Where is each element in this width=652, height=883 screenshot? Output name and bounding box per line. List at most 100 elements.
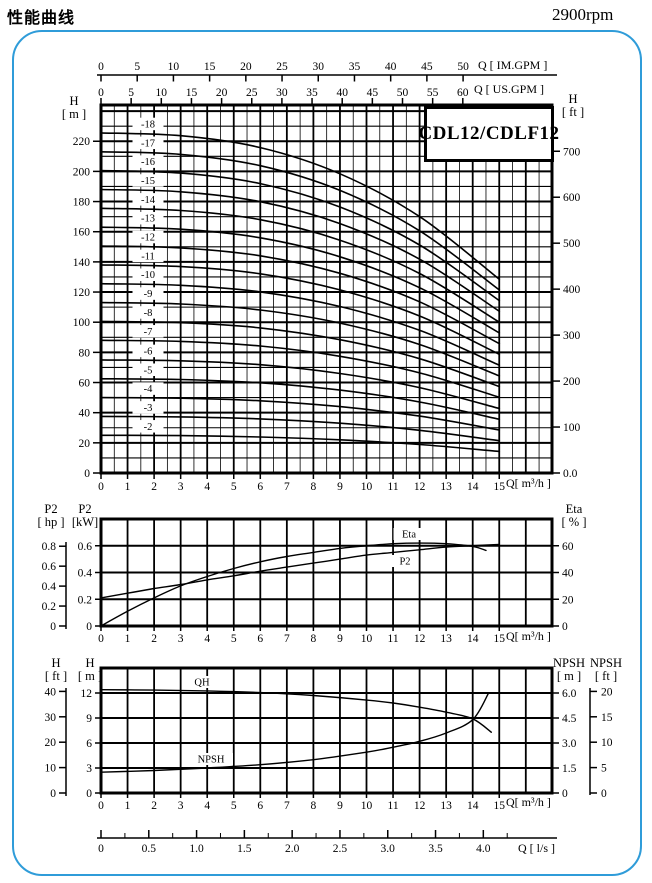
tick-label: 8 [311, 481, 317, 493]
curve-label-box [132, 230, 164, 244]
curve-label-box [132, 401, 164, 414]
tick-label: 15 [494, 481, 506, 493]
tick-label: 500 [563, 238, 581, 250]
head-curves [100, 132, 501, 453]
tick-label: -16 [141, 157, 155, 168]
tick-label: 0 [98, 481, 104, 493]
tick-label: 15 [204, 61, 216, 73]
tick-label: 5 [231, 481, 237, 493]
tick-label: 2 [151, 633, 157, 645]
tick-label: -14 [141, 195, 156, 206]
tick-label: 700 [563, 146, 581, 158]
tick-label: 2.0 [285, 843, 300, 855]
tick-label: 12 [81, 688, 93, 700]
tick-label: 15 [494, 800, 506, 812]
tick-label: 12 [414, 633, 426, 645]
p2-curve [100, 543, 500, 599]
tick-label: 300 [563, 330, 581, 342]
tick-label: 0 [50, 788, 56, 800]
page-title: 性能曲线 [7, 10, 76, 27]
head-curve-minus-10 [100, 282, 501, 366]
tick-label: 5 [134, 61, 140, 73]
tick-label: 100 [563, 422, 581, 434]
q-m3h-unit-label-power: Q[ m³/h ] [506, 629, 551, 643]
curve-label-box [132, 136, 164, 150]
curve-label-box [132, 306, 164, 319]
tick-label: 600 [563, 192, 581, 204]
tick-label: 3 [178, 481, 184, 493]
tick-label: 25 [276, 61, 288, 73]
tick-label: 10 [361, 481, 373, 493]
head-curve-minus-12 [100, 245, 501, 345]
tick-label: 0 [98, 843, 104, 855]
tick-label: 400 [563, 284, 581, 296]
tick-label: -6 [144, 346, 153, 357]
tick-label: 6 [257, 800, 263, 812]
tick-label: 11 [388, 800, 399, 812]
tick-label: 9 [337, 481, 343, 493]
tick-label: 60 [562, 541, 574, 553]
tick-label: -18 [141, 119, 155, 130]
tick-label: 40 [79, 408, 91, 420]
tick-label: 20 [216, 87, 228, 99]
tick-label: 9 [337, 800, 343, 812]
power-hp-header: P2[ hp ] [37, 502, 65, 529]
curve-label-box [132, 363, 164, 376]
head-curve-minus-17 [100, 151, 501, 291]
tick-label: 1.5 [237, 843, 252, 855]
tick-label: 2.5 [333, 843, 348, 855]
head-curve-minus-7 [100, 339, 501, 399]
tick-label: NPSH [198, 755, 225, 766]
tick-label: 1.0 [189, 843, 204, 855]
tick-label: 14 [467, 800, 479, 812]
qh-curve [100, 689, 492, 733]
tick-label: 4.5 [562, 713, 577, 725]
tick-label: 0 [50, 621, 56, 633]
tick-label: 50 [397, 87, 409, 99]
tick-label: 5 [601, 763, 607, 775]
tick-label: 60 [457, 87, 469, 99]
tick-label: 40 [385, 61, 397, 73]
head-curve-minus-3 [100, 415, 501, 442]
tick-label: 6 [86, 738, 92, 750]
main-h-ft-header: H[ ft ] [561, 92, 585, 119]
curve-label-box [132, 155, 164, 168]
tick-label: 4 [204, 800, 210, 812]
tick-label: 10 [168, 61, 180, 73]
tick-label: P2 [399, 557, 410, 568]
tick-label: 20 [562, 594, 574, 606]
tick-label: 20 [45, 737, 57, 749]
tick-label: -17 [141, 138, 155, 149]
tick-label: 3 [178, 800, 184, 812]
tick-label: 2 [151, 481, 157, 493]
tick-label: 9 [337, 633, 343, 645]
tick-label: 30 [45, 712, 57, 724]
tick-label: 200 [73, 166, 91, 178]
tick-label: 8 [311, 633, 317, 645]
curve-label-box [132, 117, 164, 131]
tick-label: 140 [73, 257, 91, 269]
tick-label: 10 [45, 763, 57, 775]
tick-label: 40 [45, 686, 57, 698]
npsh-m-header: NPSH[ m ] [553, 656, 585, 683]
curve-label-box [393, 528, 425, 540]
tick-label: 3.5 [428, 843, 443, 855]
tick-label: 0 [86, 621, 92, 633]
curve-label-box [132, 249, 164, 263]
tick-label: 0.6 [42, 561, 57, 573]
npsh-hm-header: H[ m ] [77, 656, 103, 683]
curve-label-box [188, 676, 216, 688]
model-label-box: CDL12/CDLF12 [418, 106, 559, 162]
tick-label: 10 [361, 633, 373, 645]
tick-label: 13 [440, 633, 452, 645]
head-curve-minus-6 [100, 359, 501, 410]
tick-label: 14 [467, 481, 479, 493]
tick-label: -9 [144, 289, 153, 300]
tick-label: 0 [98, 87, 104, 99]
stage-labels: -2 -3 -4 -5 -6 -7 -8 -9 -10 -11 -12 -13 -14 -15 -16 -17… [132, 117, 164, 433]
tick-label: 4 [204, 633, 210, 645]
q-m3h-unit-label-main: Q[ m³/h ] [506, 476, 551, 490]
tick-label: 11 [388, 633, 399, 645]
main-chart: 0204060801001201401601802002200.01002003… [73, 87, 581, 493]
